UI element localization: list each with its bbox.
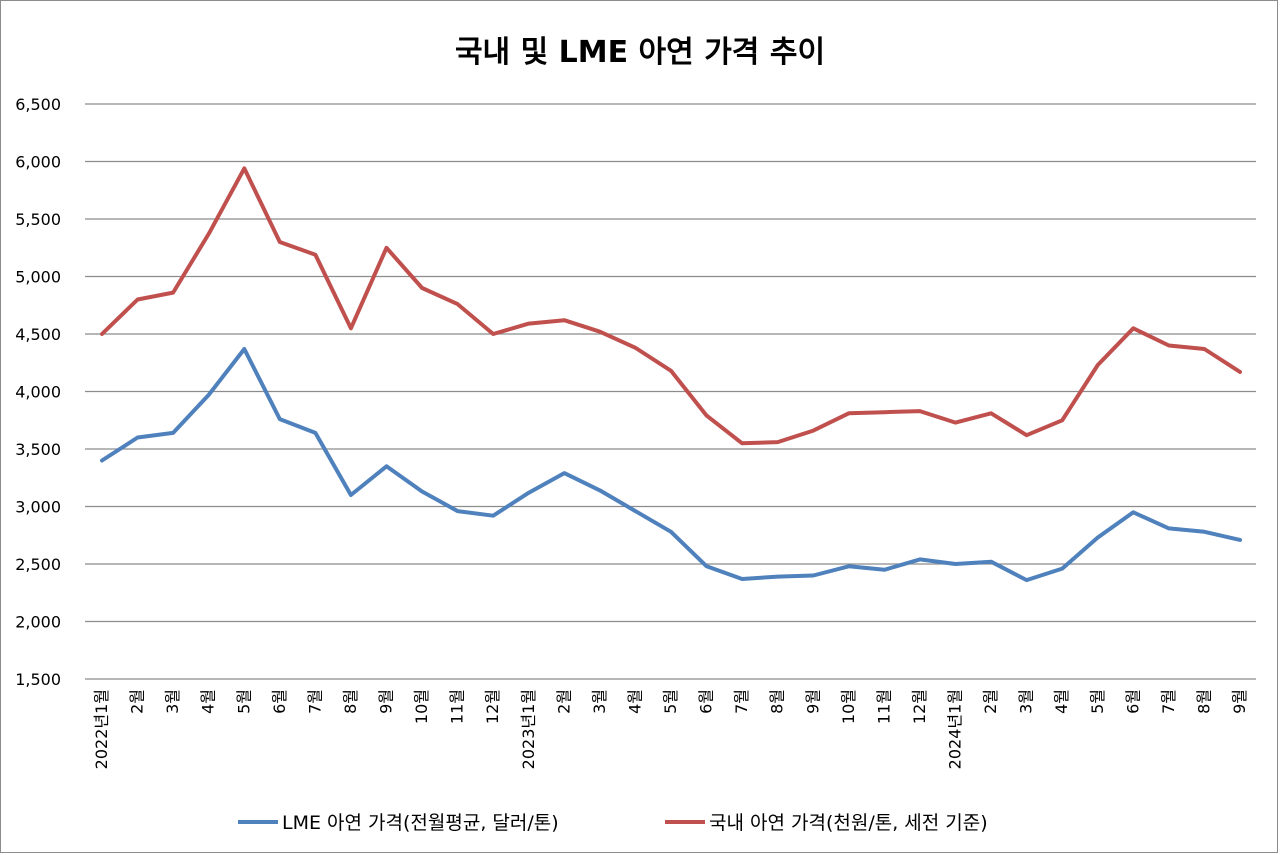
chart-title: 국내 및 LME 아연 가격 추이 xyxy=(455,35,825,70)
y-tick-label: 1,500 xyxy=(15,670,61,689)
x-tick-label: 2월 xyxy=(554,689,573,714)
y-tick-label: 5,000 xyxy=(15,268,61,287)
x-tick-label: 7월 xyxy=(732,689,751,714)
x-tick-label: 4월 xyxy=(199,689,218,714)
y-tick-label: 5,500 xyxy=(15,210,61,229)
x-tick-label: 12월 xyxy=(910,689,929,724)
legend: LME 아연 가격(전월평균, 달러/톤) 국내 아연 가격(천원/톤, 세전 기… xyxy=(238,812,988,834)
y-tick-label: 3,000 xyxy=(15,498,61,517)
y-tick-label: 3,500 xyxy=(15,440,61,459)
x-tick-label: 9월 xyxy=(803,689,822,714)
x-tick-label: 7월 xyxy=(305,689,324,714)
x-tick-label: 9월 xyxy=(377,689,396,714)
x-tick-label: 6월 xyxy=(270,689,289,714)
x-tick-label: 11월 xyxy=(874,689,893,724)
x-tick-label: 9월 xyxy=(1230,689,1249,714)
x-tick-label: 12월 xyxy=(483,689,502,724)
x-tick-label: 10월 xyxy=(839,689,858,724)
x-tick-label: 2023년1월 xyxy=(519,689,538,769)
x-tick-label: 11월 xyxy=(448,689,467,724)
x-tick-label: 6월 xyxy=(697,689,716,714)
x-tick-label: 2월 xyxy=(128,689,147,714)
gridlines xyxy=(85,103,1256,680)
legend-label-1: LME 아연 가격(전월평균, 달러/톤) xyxy=(282,812,559,834)
series-line-2 xyxy=(100,166,1242,446)
y-tick-label: 6,000 xyxy=(15,153,61,172)
y-tick-label: 2,000 xyxy=(15,613,61,632)
x-tick-label: 5월 xyxy=(661,689,680,714)
y-axis-tick-labels: 1,500 2,000 2,500 3,000 3,500 4,000 4,500 5,000… xyxy=(15,95,61,689)
x-tick-label: 4월 xyxy=(1052,689,1071,714)
x-tick-label: 8월 xyxy=(341,689,360,714)
series-lines xyxy=(100,166,1242,583)
y-tick-label: 2,500 xyxy=(15,555,61,574)
x-axis-tick-labels: 2022년1월 2월 3월 4월 5월 6월 7월 8월 9월 10월 11월 12월 2023년1월 2… xyxy=(92,689,1249,769)
x-tick-label: 3월 xyxy=(163,689,182,714)
x-tick-label: 2월 xyxy=(981,689,1000,714)
x-tick-label: 8월 xyxy=(1194,689,1213,714)
x-tick-label: 4월 xyxy=(625,689,644,714)
x-tick-label: 5월 xyxy=(1088,689,1107,714)
x-tick-label: 8월 xyxy=(768,689,787,714)
x-tick-label: 10월 xyxy=(412,689,431,724)
y-tick-label: 4,000 xyxy=(15,383,61,402)
x-tick-label: 3월 xyxy=(1017,689,1036,714)
series-line-1 xyxy=(100,347,1242,583)
legend-label-2: 국내 아연 가격(천원/톤, 세전 기준) xyxy=(709,812,988,834)
x-tick-label: 7월 xyxy=(1159,689,1178,714)
x-tick-label: 2022년1월 xyxy=(92,689,111,769)
x-tick-label: 6월 xyxy=(1123,689,1142,714)
y-tick-label: 6,500 xyxy=(15,95,61,114)
y-tick-label: 4,500 xyxy=(15,325,61,344)
x-tick-label: 2024년1월 xyxy=(946,689,965,769)
x-tick-label: 3월 xyxy=(590,689,609,714)
x-tick-label: 5월 xyxy=(234,689,253,714)
